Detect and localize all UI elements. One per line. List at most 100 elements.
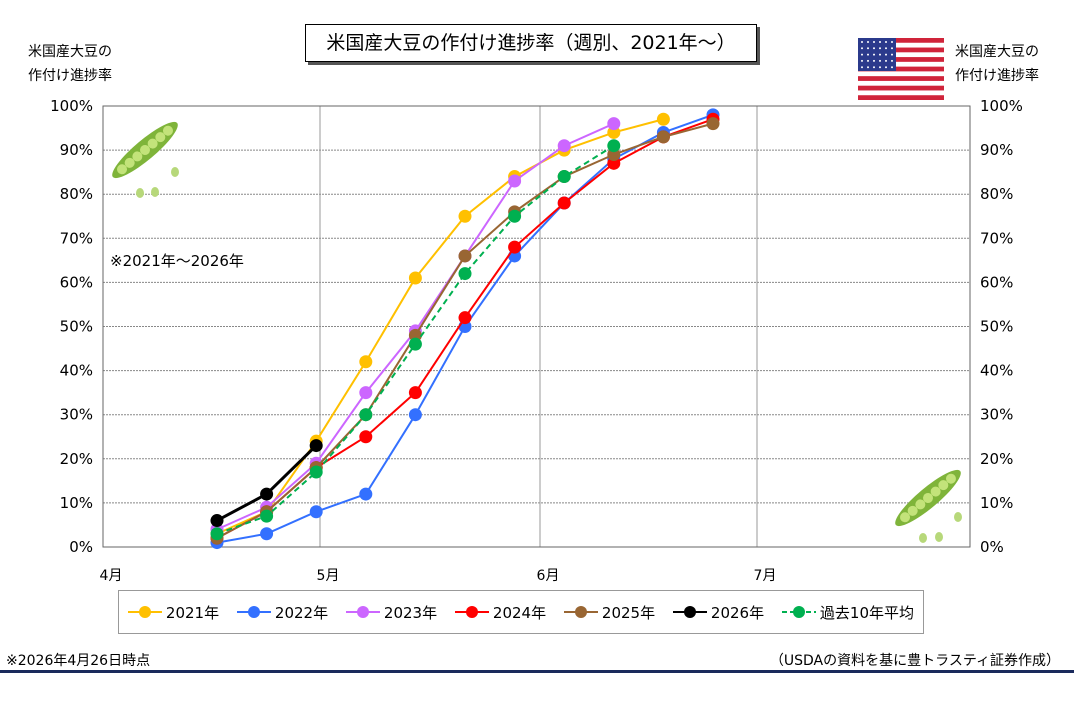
legend-marker xyxy=(781,606,816,618)
data-point-2026年 xyxy=(260,487,274,501)
y-tick-label-right: 20% xyxy=(980,450,1013,468)
right-axis-label-line: 作付け進捗率 xyxy=(955,68,1039,84)
pea xyxy=(938,480,949,491)
right-axis-label-line: 米国産大豆の xyxy=(955,44,1039,60)
plot-border xyxy=(102,105,971,548)
data-point-2026年 xyxy=(309,439,323,453)
flag-star xyxy=(879,47,881,50)
flag-stripe xyxy=(858,95,944,100)
legend-label: 2022年 xyxy=(274,603,329,622)
flag-star xyxy=(891,47,893,50)
legend-marker xyxy=(236,606,271,618)
flag-star xyxy=(861,53,863,56)
pea xyxy=(117,164,128,175)
pea xyxy=(171,167,179,177)
data-point-2021年 xyxy=(458,209,472,223)
data-point-2023年 xyxy=(359,386,373,400)
data-point-2025年 xyxy=(656,130,670,144)
flag-star xyxy=(879,41,881,43)
flag-star xyxy=(891,59,893,62)
left-axis-label-line: 米国産大豆の xyxy=(28,44,112,60)
data-point-2022年 xyxy=(309,505,323,519)
legend-item: 2026年 xyxy=(672,602,764,623)
pea xyxy=(930,486,941,497)
flag-stripe xyxy=(858,57,944,63)
legend-marker xyxy=(345,606,380,618)
data-point-過去10年平均 xyxy=(408,337,422,351)
y-tick-label-left: 0% xyxy=(69,538,93,556)
data-point-過去10年平均 xyxy=(458,267,472,281)
y-tick-label-right: 70% xyxy=(980,229,1013,247)
legend-item: 2023年 xyxy=(345,602,438,623)
pea xyxy=(923,493,933,503)
flag-stripe xyxy=(858,52,944,58)
flag-star xyxy=(885,47,887,50)
data-point-過去10年平均 xyxy=(508,209,522,223)
flag-star xyxy=(861,47,863,50)
y-tick-label-right: 100% xyxy=(980,97,1023,115)
legend-item: 過去10年平均 xyxy=(781,602,914,623)
footnote-left: ※2026年4月26日時点 xyxy=(6,653,151,669)
y-tick-label-left: 40% xyxy=(60,362,93,380)
y-tick-label-left: 10% xyxy=(60,494,93,512)
data-point-2025年 xyxy=(458,249,472,263)
data-point-2024年 xyxy=(408,386,422,400)
flag-star xyxy=(867,66,869,69)
legend-marker xyxy=(672,606,707,618)
flag-star xyxy=(867,53,869,56)
data-point-2022年 xyxy=(359,487,373,501)
y-tick-label-left: 80% xyxy=(60,185,93,203)
data-point-過去10年平均 xyxy=(260,509,274,523)
flag-star xyxy=(873,59,875,62)
y-tick-label-left: 70% xyxy=(60,229,93,247)
pea xyxy=(147,138,158,149)
chart-title: 米国産大豆の作付け進捗率（週別、2021年～） xyxy=(305,24,757,62)
x-tick-label: 6月 xyxy=(537,568,560,584)
legend: 2021年 2022年 2023年 2024年 2025年 2026年 過去10年平均 xyxy=(118,590,924,634)
data-point-2022年 xyxy=(260,527,274,541)
legend-item: 2021年 xyxy=(127,602,219,623)
flag-stripe xyxy=(858,90,944,96)
pea xyxy=(935,532,943,542)
note: ※2021年～2026年 xyxy=(110,252,244,270)
us-flag-icon xyxy=(858,38,944,100)
data-point-過去10年平均 xyxy=(557,170,571,184)
legend-item: 2022年 xyxy=(236,602,329,623)
legend-item: 2025年 xyxy=(563,602,655,623)
flag-stripe xyxy=(858,76,944,82)
y-tick-label-right: 90% xyxy=(980,141,1013,159)
y-tick-label-right: 10% xyxy=(980,494,1013,512)
pea xyxy=(907,505,918,516)
flag-stripe xyxy=(858,61,944,67)
data-point-2025年 xyxy=(706,117,720,131)
y-tick-label-right: 0% xyxy=(980,538,1004,556)
data-point-2021年 xyxy=(656,112,670,126)
footnote-right: （USDAの資料を基に豊トラスティ証券作成） xyxy=(769,653,1060,669)
data-point-過去10年平均 xyxy=(309,465,323,479)
legend-label: 過去10年平均 xyxy=(819,603,914,622)
flag-star xyxy=(861,59,863,62)
y-tick-label-right: 40% xyxy=(980,362,1013,380)
pea xyxy=(954,512,962,522)
legend-label: 2024年 xyxy=(492,603,547,622)
legend-marker xyxy=(454,606,489,618)
footer-bar xyxy=(0,670,1074,673)
y-tick-label-right: 50% xyxy=(980,318,1013,336)
pea xyxy=(945,473,956,484)
legend-item: 2024年 xyxy=(454,602,547,623)
flag-star xyxy=(891,41,893,43)
flag-star xyxy=(867,59,869,62)
flag-star xyxy=(861,66,863,69)
flag-stripe xyxy=(858,71,944,77)
data-point-2023年 xyxy=(557,139,571,153)
data-point-2023年 xyxy=(607,117,621,131)
data-point-過去10年平均 xyxy=(607,139,621,153)
flag-star xyxy=(891,66,893,69)
flag-stripe xyxy=(858,42,944,48)
legend-label: 2023年 xyxy=(383,603,438,622)
pea-pod-icon xyxy=(895,469,961,527)
data-point-2024年 xyxy=(557,196,571,210)
y-tick-label-left: 60% xyxy=(60,273,93,291)
